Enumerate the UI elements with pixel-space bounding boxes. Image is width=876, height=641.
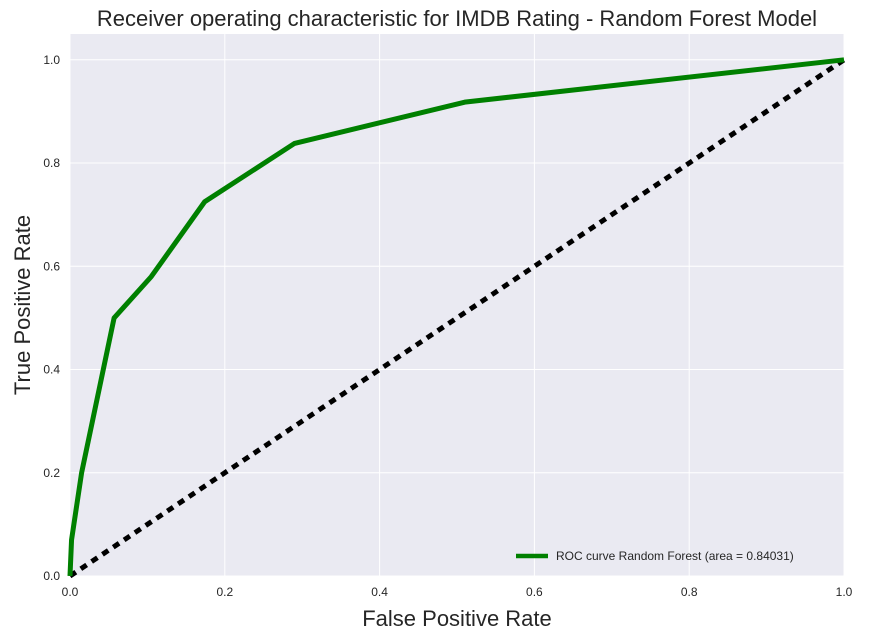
x-axis-label: False Positive Rate [362, 606, 552, 631]
y-tick-label: 1.0 [43, 53, 60, 67]
x-tick-label: 0.0 [62, 585, 79, 599]
y-axis-label: True Positive Rate [10, 215, 35, 395]
roc-curve-line [67, 57, 845, 577]
legend: ROC curve Random Forest (area = 0.84031) [516, 549, 794, 563]
y-tick-label: 0.4 [43, 363, 60, 377]
x-tick-label: 0.8 [681, 585, 698, 599]
y-tick-label: 0.8 [43, 156, 60, 170]
x-tick-label: 0.2 [216, 585, 233, 599]
y-tick-label: 0.0 [43, 569, 60, 583]
x-tick-label: 0.4 [371, 585, 388, 599]
tick-labels: 0.0 0.2 0.4 0.6 0.8 1.0 0.0 0.2 0.4 0.6 0.8 1.0 [43, 53, 852, 599]
series-layer [67, 57, 846, 579]
chart-title: Receiver operating characteristic for IM… [97, 6, 817, 31]
legend-label-roc: ROC curve Random Forest (area = 0.84031) [556, 549, 794, 563]
plot-background [70, 34, 844, 576]
y-tick-label: 0.6 [43, 259, 60, 273]
x-tick-label: 1.0 [836, 585, 853, 599]
y-tick-label: 0.2 [43, 466, 60, 480]
x-tick-label: 0.6 [526, 585, 543, 599]
